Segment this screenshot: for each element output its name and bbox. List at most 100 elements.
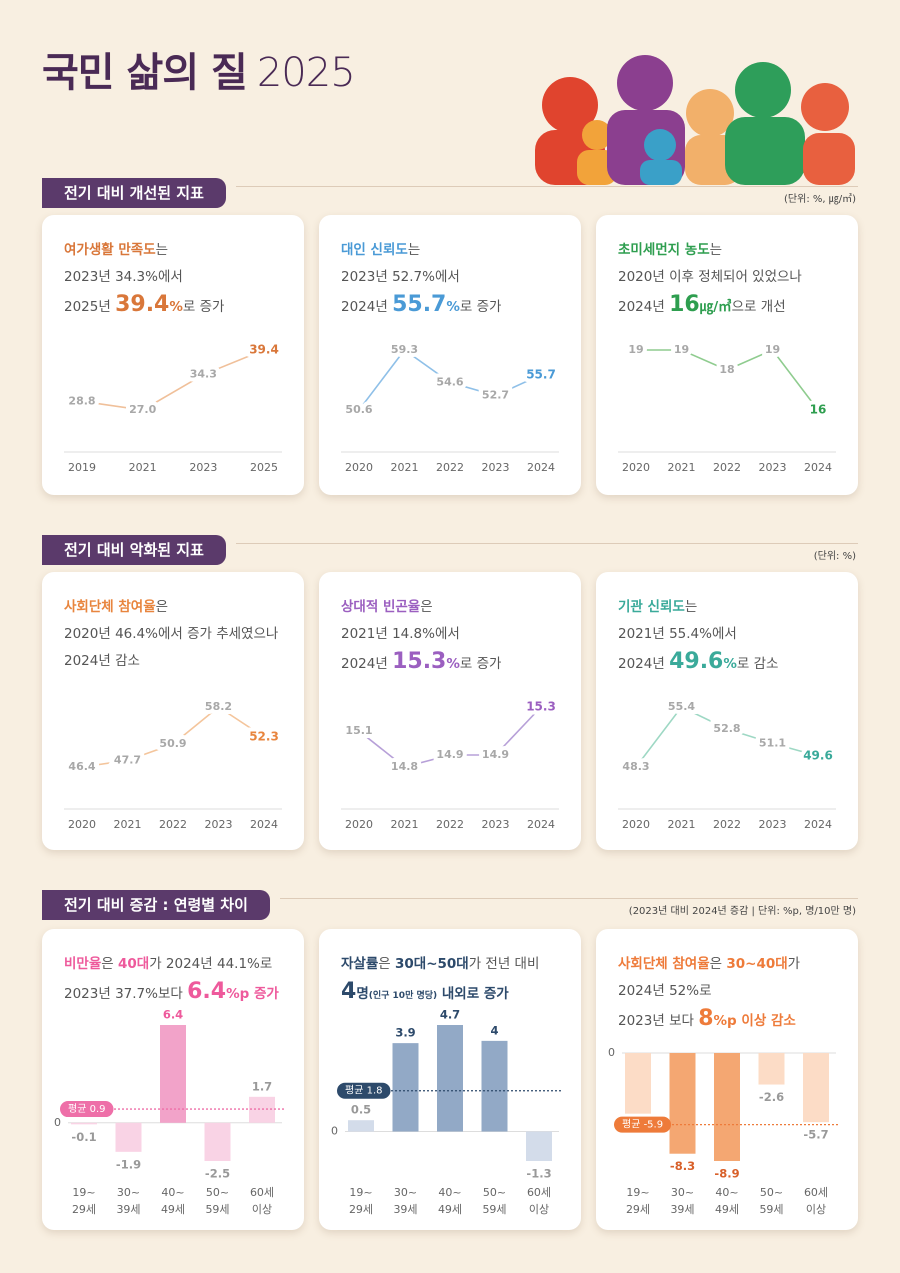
card: 48.3 2020 55.4 2021 52.8 2022 51.1 2023 49.6 2024… — [596, 572, 858, 850]
x-tick-label: 50~ — [206, 1186, 229, 1199]
data-label: -0.1 — [71, 1130, 96, 1144]
data-label: 51.1 — [759, 736, 786, 749]
card-text: 사회단체 참여율은 2020년 46.4%에서 증가 추세였으나 2024년 감소 — [64, 594, 278, 675]
data-label: 19 — [765, 343, 780, 356]
data-label: 47.7 — [114, 753, 141, 766]
data-label: 28.8 — [68, 394, 95, 407]
data-label: 58.2 — [205, 700, 232, 713]
x-tick-label: 40~ — [161, 1186, 184, 1199]
title-text: 국민 삶의 질 — [42, 50, 248, 96]
data-label: 27.0 — [129, 403, 156, 416]
x-tick-label: 49세 — [161, 1203, 185, 1216]
highlight-text: %p 이상 감소 — [713, 1013, 796, 1029]
highlight-text: % — [446, 299, 460, 315]
card: 15.1 2020 14.8 2021 14.9 2022 14.9 2023 15.3 2024… — [319, 572, 581, 850]
card: 50.6 2020 59.3 2021 54.6 2022 52.7 2023 55.7 2024… — [319, 215, 581, 495]
section-heading: 전기 대비 증감 : 연령별 차이 — [42, 890, 270, 920]
data-label: 39.4 — [249, 343, 279, 357]
x-tick-label: 29세 — [626, 1203, 650, 1216]
x-tick-label: 39세 — [670, 1203, 694, 1216]
x-tick-label: 이상 — [806, 1203, 826, 1216]
x-tick-label: 2020 — [345, 461, 373, 474]
text-line: 대인 신뢰도는 — [341, 237, 501, 264]
x-tick-label: 60세 — [804, 1186, 828, 1199]
x-tick-label: 2020 — [622, 461, 650, 474]
x-tick-label: 2023 — [205, 818, 233, 831]
card-text: 자살률은 30대~50대가 전년 대비 4명(인구 10만 명당) 내외로 증가 — [341, 951, 539, 1010]
text-line: 2024년 49.6%로 감소 — [618, 648, 778, 678]
average-label: 평균 -5.9 — [622, 1119, 663, 1131]
card-text: 상대적 빈곤율은 2021년 14.8%에서 2024년 15.3%로 증가 — [341, 594, 501, 678]
x-tick-label: 2021 — [391, 818, 419, 831]
bar — [714, 1053, 740, 1161]
data-label: 46.4 — [68, 760, 95, 773]
x-tick-label: 2023 — [759, 461, 787, 474]
x-tick-label: 2023 — [482, 461, 510, 474]
data-label: 19 — [628, 343, 643, 356]
data-label: 52.7 — [482, 389, 509, 402]
chart: 0-5.019~29세-8.330~39세-8.940~49세-2.650~59… — [608, 1046, 838, 1216]
text-line: 2021년 14.8%에서 — [341, 621, 501, 648]
x-tick-label: 49세 — [715, 1203, 739, 1216]
text: 2023년 34.3%에서 — [64, 269, 183, 285]
text: 는 — [407, 242, 421, 258]
data-label: 52.8 — [713, 722, 740, 735]
card-text: 기관 신뢰도는 2021년 55.4%에서 2024년 49.6%로 감소 — [618, 594, 778, 678]
data-label: 49.6 — [803, 749, 833, 763]
bar — [481, 1040, 508, 1132]
highlight-text: 비만율 — [64, 956, 102, 972]
highlight-text: 16 — [669, 292, 700, 317]
data-label: 54.6 — [436, 375, 463, 388]
card: 19 2020 19 2021 18 2022 19 2023 16 2024 초미세먼지 농도는 2… — [596, 215, 858, 495]
text-line: 2024년 15.3%로 증가 — [341, 648, 501, 678]
x-tick-label: 30~ — [117, 1186, 140, 1199]
highlight-text: 39.4 — [115, 292, 170, 317]
card: 28.8 2019 27.0 2021 34.3 2023 39.4 2025 여가생활 만족도… — [42, 215, 304, 495]
text: 가 2024년 44.1%로 — [149, 956, 273, 972]
text: 은 — [101, 956, 118, 972]
bar — [526, 1131, 552, 1161]
data-label: -1.9 — [116, 1157, 141, 1171]
data-label: -2.6 — [759, 1090, 784, 1104]
line — [81, 706, 265, 768]
bar — [71, 1122, 97, 1125]
title-year: 2025 — [256, 50, 356, 96]
highlight-text: 15.3 — [392, 649, 447, 674]
text: 2020년 이후 정체되어 있었으나 — [618, 269, 802, 285]
chart: 46.4 2020 47.7 2021 50.9 2022 58.2 2023 52.3 2024 — [64, 696, 283, 831]
x-tick-label: 2024 — [527, 818, 555, 831]
text-line: 2023년 34.3%에서 — [64, 264, 224, 291]
text: 2021년 14.8%에서 — [341, 626, 460, 642]
data-label: -8.3 — [670, 1159, 695, 1173]
bar — [348, 1120, 374, 1132]
text-line: 2021년 55.4%에서 — [618, 621, 778, 648]
x-tick-label: 2021 — [129, 461, 157, 474]
x-tick-label: 50~ — [760, 1186, 783, 1199]
highlight-text: 4 — [341, 979, 357, 1004]
text-line: 2023년 52.7%에서 — [341, 264, 501, 291]
x-tick-label: 39세 — [393, 1203, 417, 1216]
x-tick-label: 2024 — [804, 461, 832, 474]
text: 로 증가 — [459, 299, 502, 315]
data-label: 15.3 — [526, 700, 556, 714]
chart: 19 2020 19 2021 18 2022 19 2023 16 2024 — [618, 339, 836, 474]
highlight-text: 40대 — [117, 956, 150, 972]
highlight-text: ㎍/㎥ — [699, 299, 732, 315]
highlight-text: 55.7 — [392, 292, 447, 317]
line — [358, 706, 542, 768]
section-unit: (단위: %) — [813, 551, 856, 562]
x-tick-label: 50~ — [483, 1186, 506, 1199]
text-line: 2024년 16㎍/㎥으로 개선 — [618, 291, 802, 321]
text: 2021년 55.4%에서 — [618, 626, 737, 642]
chart: 50.6 2020 59.3 2021 54.6 2022 52.7 2023 55.7 2024 — [341, 339, 560, 474]
section-rule — [236, 543, 858, 544]
x-tick-label: 2022 — [436, 461, 464, 474]
bar — [160, 1025, 186, 1123]
y-tick-label: 0 — [331, 1125, 338, 1138]
data-label: 14.9 — [482, 748, 509, 761]
data-label: 16 — [810, 403, 827, 417]
data-label: 48.3 — [622, 760, 649, 773]
text: 2023년 52.7%에서 — [341, 269, 460, 285]
x-tick-label: 2022 — [713, 461, 741, 474]
text: 2024년 52%로 — [618, 983, 712, 999]
